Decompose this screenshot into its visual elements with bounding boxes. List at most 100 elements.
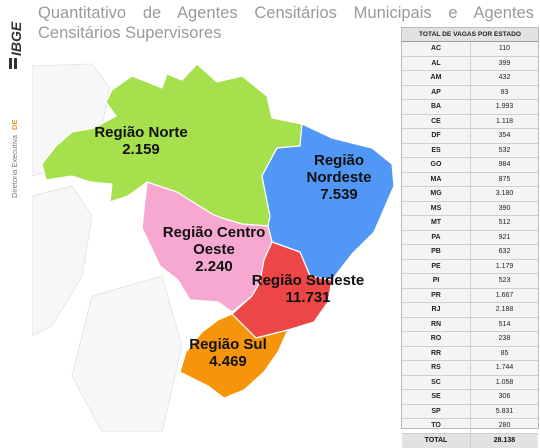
table-row: AL 399 <box>402 56 538 71</box>
label-regiao-norte: Região Norte 2.159 <box>86 124 196 158</box>
state-code: AL <box>402 56 471 70</box>
table-row: MG 3.180 <box>402 187 538 202</box>
table-row: SC 1.058 <box>402 375 538 390</box>
table-row: RS 1.744 <box>402 361 538 376</box>
table-row: SP 5.831 <box>402 404 538 419</box>
state-code: RS <box>402 361 471 375</box>
state-vacancies: 514 <box>498 320 511 328</box>
state-vacancies: 5.831 <box>495 407 514 415</box>
state-code: CE <box>402 114 471 128</box>
department-name: Diretoria Executiva <box>10 134 19 198</box>
table-row: AM 432 <box>402 71 538 86</box>
region-sul-value: 4.469 <box>209 353 247 370</box>
state-vacancies: 512 <box>498 219 511 226</box>
state-vacancies: 399 <box>498 59 511 67</box>
total-value: 28.138 <box>493 436 516 444</box>
state-code: DF <box>402 129 471 143</box>
region-sul-name: Região Sul <box>189 336 267 353</box>
state-vacancies: 875 <box>498 175 511 183</box>
region-centro-oeste-name: Região Centro Oeste <box>162 224 266 258</box>
table-row: MS 390 <box>402 201 538 216</box>
table-row: AC 110 <box>402 42 538 57</box>
table-row: RJ 2.188 <box>402 303 538 318</box>
state-code: SP <box>402 404 471 418</box>
state-vacancies: 93 <box>500 88 509 96</box>
label-regiao-centro-oeste: Região Centro Oeste 2.240 <box>156 224 272 275</box>
svg-text:Diretoria Executiva DE: Diretoria Executiva DE <box>10 120 19 198</box>
total-label: TOTAL <box>402 433 471 448</box>
state-code: ES <box>402 143 471 157</box>
table-row: RN 514 <box>402 317 538 332</box>
region-centro-oeste-value: 2.240 <box>195 258 233 275</box>
state-vacancies: 1.744 <box>495 364 514 371</box>
label-regiao-nordeste: Região Nordeste 7.539 <box>294 152 384 203</box>
table-row: TO 280 <box>402 419 538 434</box>
state-code: PB <box>402 245 471 259</box>
table-row: MT 512 <box>402 216 538 231</box>
state-vacancies: 1.179 <box>495 262 514 270</box>
state-vacancies: 1.058 <box>495 378 514 386</box>
state-code: PA <box>402 230 471 244</box>
table-total-row: TOTAL 28.138 <box>402 433 538 448</box>
state-code: PE <box>402 259 471 273</box>
table-row: SE 306 <box>402 390 538 405</box>
table-row: AP 93 <box>402 85 538 100</box>
state-vacancies: 632 <box>498 248 511 255</box>
table-row: DF 354 <box>402 129 538 144</box>
table-row: PR 1.667 <box>402 288 538 303</box>
state-code: GO <box>402 158 471 172</box>
state-code: PI <box>402 274 471 288</box>
table-row: PA 921 <box>402 230 538 245</box>
table-row: CE 1.118 <box>402 114 538 129</box>
table-row: PE 1.179 <box>402 259 538 274</box>
table-row: RO 238 <box>402 332 538 347</box>
state-code: SC <box>402 375 471 389</box>
state-code: MA <box>402 172 471 186</box>
table-row: PB 632 <box>402 245 538 260</box>
label-regiao-sudeste: Região Sudeste 11.731 <box>246 272 370 306</box>
state-code: RO <box>402 332 471 346</box>
ibge-logo: IBGE <box>8 21 24 69</box>
state-vacancies: 1.667 <box>495 291 514 299</box>
table-row: ES 532 <box>402 143 538 158</box>
region-sudeste-value: 11.731 <box>285 289 331 306</box>
vacancies-by-state-table: TOTAL DE VAGAS POR ESTADO AC 110 AL 399 AM 43… <box>401 27 539 448</box>
brazil-region-map: Região Norte 2.159 Região Nordeste 7.539… <box>31 46 402 433</box>
logo-text: IBGE <box>8 21 24 56</box>
state-vacancies: 2.188 <box>495 306 514 313</box>
state-vacancies: 306 <box>498 393 511 400</box>
state-vacancies: 85 <box>500 349 509 357</box>
state-code: RN <box>402 317 471 331</box>
state-code: RR <box>402 346 471 360</box>
state-vacancies: 354 <box>498 132 511 139</box>
state-code: PR <box>402 288 471 302</box>
region-nordeste-name: Região Nordeste <box>306 152 372 186</box>
region-nordeste-shape <box>261 123 395 281</box>
state-code: AP <box>402 85 471 99</box>
state-vacancies: 110 <box>498 45 511 52</box>
state-vacancies: 432 <box>498 74 511 81</box>
state-vacancies: 1.993 <box>495 103 514 110</box>
table-row: MA 875 <box>402 172 538 187</box>
state-code: AM <box>402 71 471 85</box>
map-svg <box>31 63 395 433</box>
table-header: TOTAL DE VAGAS POR ESTADO <box>402 28 538 42</box>
department-label: Diretoria Executiva DE <box>10 120 19 198</box>
sidebar: IBGE Diretoria Executiva DE <box>0 0 30 432</box>
region-nordeste-value: 7.539 <box>320 186 358 203</box>
state-vacancies: 238 <box>498 335 511 342</box>
state-vacancies: 984 <box>498 161 511 168</box>
state-code: TO <box>402 419 471 433</box>
state-vacancies: 1.118 <box>496 117 513 125</box>
table-row: PI 523 <box>402 274 538 289</box>
state-vacancies: 921 <box>498 233 511 241</box>
label-regiao-sul: Região Sul 4.469 <box>178 336 278 370</box>
state-vacancies: 390 <box>498 204 511 212</box>
state-code: BA <box>402 100 471 114</box>
table-body: AC 110 AL 399 AM 432 AP 93 BA 1.993 CE 1.118 DF 354 ES… <box>402 42 538 434</box>
state-code: MS <box>402 201 471 215</box>
table-row: RR 85 <box>402 346 538 361</box>
region-sul-shape <box>179 313 290 399</box>
table-row: GO 984 <box>402 158 538 173</box>
state-vacancies: 280 <box>498 422 511 429</box>
